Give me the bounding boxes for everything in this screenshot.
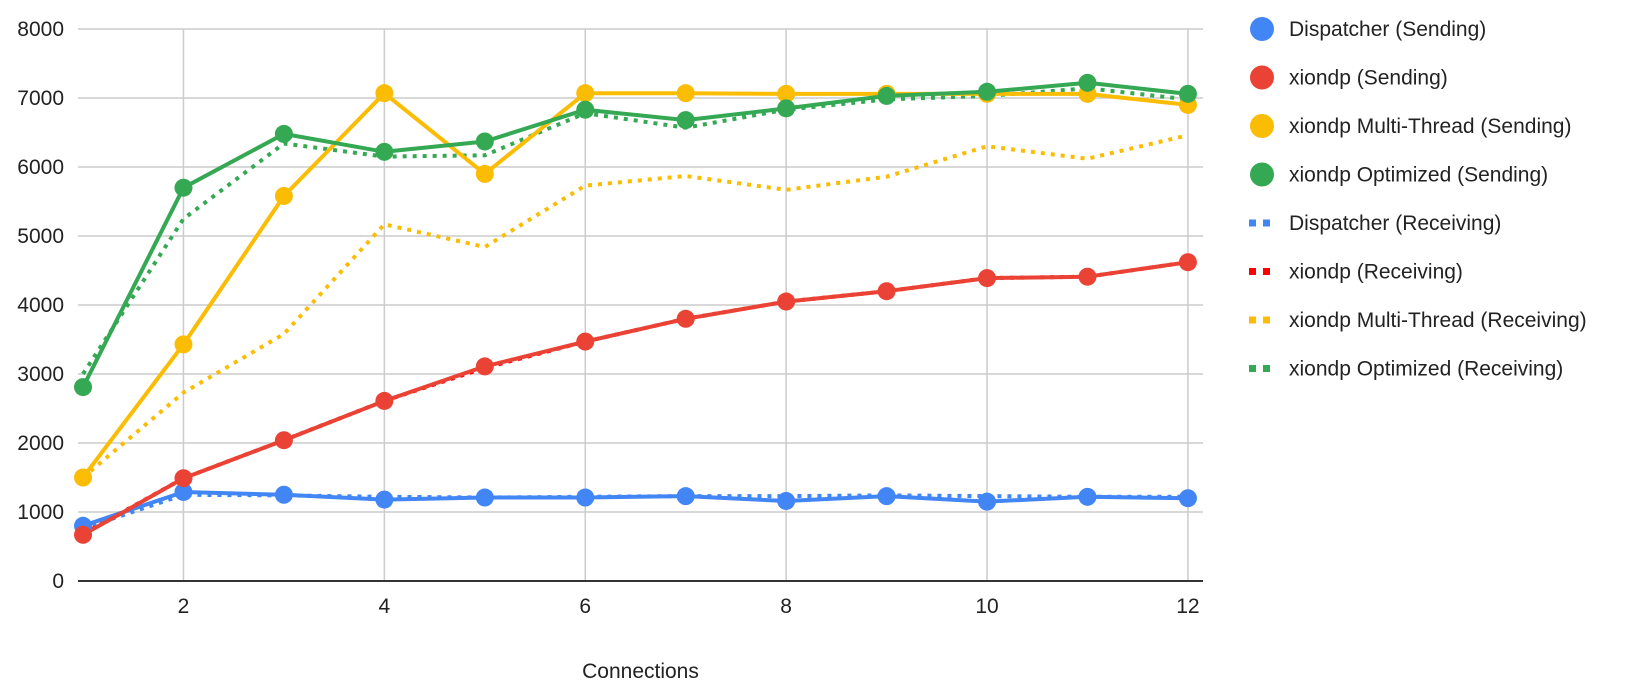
legend-label: xiondp Optimized (Sending) xyxy=(1289,164,1548,187)
data-point xyxy=(475,357,494,376)
data-point xyxy=(475,132,494,151)
x-tick-label: 12 xyxy=(1176,595,1199,618)
data-point xyxy=(576,332,595,351)
data-point xyxy=(777,292,796,311)
data-point xyxy=(676,111,695,130)
x-tick-label: 6 xyxy=(579,595,591,618)
data-point xyxy=(576,100,595,119)
legend-label: xiondp (Receiving) xyxy=(1289,261,1463,284)
legend-label: xiondp (Sending) xyxy=(1289,67,1448,90)
y-tick-label: 2000 xyxy=(17,432,64,455)
data-point xyxy=(274,186,293,205)
legend-label: Dispatcher (Receiving) xyxy=(1289,212,1501,235)
series-line xyxy=(81,80,1189,389)
legend-marker xyxy=(1263,316,1270,324)
data-point xyxy=(1178,253,1197,272)
data-point xyxy=(676,84,695,103)
x-tick-label: 2 xyxy=(178,595,190,618)
data-point xyxy=(877,282,896,301)
y-tick-label: 4000 xyxy=(17,294,64,317)
data-point xyxy=(676,487,695,506)
y-tick-label: 0 xyxy=(52,570,64,593)
legend-label: xiondp Optimized (Receiving) xyxy=(1289,358,1563,381)
data-point xyxy=(676,309,695,328)
data-point xyxy=(1078,487,1097,506)
legend-label: xiondp Multi-Thread (Sending) xyxy=(1289,115,1571,138)
data-point xyxy=(274,124,293,143)
x-axis-title: Connections xyxy=(582,660,699,683)
data-point xyxy=(375,142,394,161)
grid xyxy=(78,28,1203,581)
data-point xyxy=(174,482,193,501)
data-point xyxy=(375,490,394,509)
data-point xyxy=(777,84,796,103)
data-point xyxy=(576,488,595,507)
data-point xyxy=(375,84,394,103)
data-point xyxy=(1178,489,1197,508)
legend-marker xyxy=(1263,219,1270,227)
x-tick-label: 4 xyxy=(379,595,391,618)
legend-marker xyxy=(1249,268,1256,275)
data-point xyxy=(274,431,293,450)
data-point xyxy=(274,485,293,504)
data-point xyxy=(777,99,796,118)
legend-marker xyxy=(1263,365,1270,372)
legend-label: Dispatcher (Sending) xyxy=(1289,18,1486,41)
series-line xyxy=(82,260,1189,537)
data-point xyxy=(877,487,896,506)
series-group xyxy=(74,73,1197,544)
legend-marker xyxy=(1249,219,1256,227)
y-tick-label: 8000 xyxy=(17,18,64,41)
y-tick-label: 1000 xyxy=(17,501,64,524)
data-point xyxy=(1078,73,1097,92)
data-point xyxy=(978,492,997,511)
data-point xyxy=(576,84,595,103)
legend-label: xiondp Multi-Thread (Receiving) xyxy=(1289,309,1587,332)
data-point xyxy=(375,391,394,410)
y-tick-label: 5000 xyxy=(17,225,64,248)
data-point xyxy=(877,86,896,105)
x-tick-label: 10 xyxy=(975,595,998,618)
data-point xyxy=(74,468,93,487)
data-point xyxy=(74,525,93,544)
series-line xyxy=(82,490,1188,528)
data-point xyxy=(475,488,494,507)
y-tick-label: 3000 xyxy=(17,363,64,386)
legend-marker xyxy=(1250,17,1274,41)
legend: Dispatcher (Sending) xiondp (Sending) xion… xyxy=(1249,17,1587,381)
data-point xyxy=(1078,267,1097,286)
data-point xyxy=(174,178,193,197)
y-tick-label: 7000 xyxy=(17,87,64,110)
data-point xyxy=(174,335,193,354)
data-point xyxy=(777,491,796,510)
data-point xyxy=(1178,84,1197,103)
series-line xyxy=(81,133,1189,480)
data-point xyxy=(978,82,997,101)
data-point xyxy=(174,469,193,488)
legend-marker xyxy=(1249,365,1256,372)
data-point xyxy=(475,164,494,183)
data-point xyxy=(74,378,93,397)
legend-marker xyxy=(1250,162,1274,187)
legend-marker xyxy=(1250,114,1274,138)
axes: 0 1000 2000 3000 4000 5000 6000 7000 8000 2 4 6 8 10 1… xyxy=(17,18,1203,618)
y-tick-label: 6000 xyxy=(17,156,64,179)
legend-marker xyxy=(1263,268,1270,275)
data-point xyxy=(978,269,997,288)
legend-marker xyxy=(1250,65,1274,90)
legend-marker xyxy=(1249,316,1256,324)
series-line xyxy=(81,91,1189,479)
x-tick-label: 8 xyxy=(780,595,792,618)
